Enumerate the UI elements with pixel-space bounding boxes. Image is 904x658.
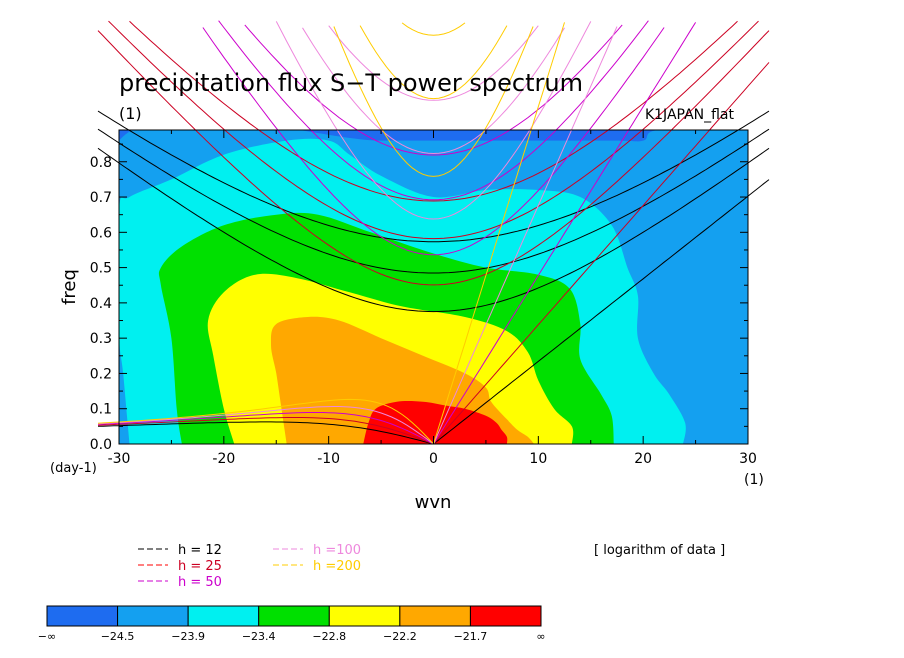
contour-fill-layer <box>119 130 748 444</box>
y-tick-label: 0.5 <box>90 261 112 277</box>
x-tick-label: -30 <box>108 451 131 467</box>
dispersion-curve-layer <box>97 20 770 445</box>
dispersion-h200-rossby <box>97 398 434 445</box>
dispersion-h200-kelvin <box>433 22 565 445</box>
x-tick-label: -20 <box>212 451 235 467</box>
y-tick-label: 0.6 <box>90 225 112 241</box>
legend-label-h50: h = 50 <box>178 575 222 590</box>
dispersion-h12-ig2 <box>97 128 770 274</box>
colorbar-swatch <box>258 605 330 627</box>
dispersion-h100-kelvin <box>433 26 618 445</box>
dispersion-h25-ig1 <box>97 30 770 286</box>
dispersion-h25-ig3 <box>129 20 738 202</box>
x-tick-label: 0 <box>429 451 438 467</box>
colorbar-label: −22.2 <box>383 630 417 643</box>
legend-label-h100: h =100 <box>313 543 361 558</box>
colorbar-label: −23.4 <box>242 630 276 643</box>
dispersion-h25-rossby <box>97 417 434 445</box>
y-tick-label: 0.4 <box>90 296 112 312</box>
dispersion-h25-kelvin <box>433 62 770 445</box>
axes-layer: -30 -20 -10 0 10 20 30 0.0 0.1 0.2 0.3 0.4 0.5 0.6 0.7… <box>90 130 757 467</box>
chart-subtitle-right: K1JAPAN_flat <box>645 107 735 123</box>
dispersion-h12-ig3 <box>97 110 770 243</box>
x-axis-unit: (1) <box>744 472 764 488</box>
colorbar-label: −22.8 <box>312 630 346 643</box>
dispersion-h100-ig2 <box>302 27 565 155</box>
dispersion-h200-ig1 <box>333 26 534 177</box>
log-note: [ logarithm of data ] <box>594 543 725 558</box>
x-tick-label: 30 <box>739 451 757 467</box>
colorbar: −∞ −24.5 −23.9 −23.4 −22.8 −22.2 −21.7 ∞ <box>38 605 546 643</box>
y-tick-label: 0.8 <box>90 155 112 171</box>
dispersion-h100-rossby <box>97 406 434 445</box>
dispersion-h12-ig1 <box>97 147 770 313</box>
legend-label-h25: h = 25 <box>178 559 222 574</box>
colorbar-swatch <box>399 605 471 627</box>
y-tick-label: 0.1 <box>90 402 112 418</box>
chart-subtitle-left: (1) <box>119 104 142 123</box>
colorbar-label: −24.5 <box>101 630 135 643</box>
dispersion-h50-ig3 <box>244 24 623 156</box>
colorbar-label: ∞ <box>536 630 545 643</box>
dispersion-h25-ig2 <box>108 20 759 240</box>
y-tick-label: 0.2 <box>90 366 112 382</box>
dispersion-h50-kelvin <box>433 22 697 445</box>
dispersion-h100-ig3 <box>328 25 539 101</box>
colorbar-swatch <box>469 605 542 627</box>
x-axis-label: wvn <box>415 492 452 513</box>
y-tick-label: 0.3 <box>90 331 112 347</box>
chart-title: precipitation flux S−T power spectrum <box>119 69 583 97</box>
dispersion-h50-rossby <box>97 412 434 445</box>
legend-label-h12: h = 12 <box>178 543 222 558</box>
y-axis-unit: (day-1) <box>50 461 97 476</box>
colorbar-label: −23.9 <box>171 630 205 643</box>
dispersion-h12-rossby <box>97 421 434 445</box>
contour-level-6 <box>363 401 508 444</box>
y-tick-label: 0.0 <box>90 437 112 453</box>
dispersion-h200-ig3 <box>401 22 466 36</box>
dispersion-h50-ig1 <box>202 27 665 256</box>
y-tick-label: 0.7 <box>90 190 112 206</box>
x-tick-label: 10 <box>529 451 547 467</box>
dispersion-h50-ig2 <box>218 20 649 201</box>
colorbar-swatch <box>328 605 401 627</box>
dispersion-h12-kelvin <box>433 179 770 445</box>
colorbar-swatch <box>187 605 260 627</box>
y-axis-label: freq <box>59 269 80 305</box>
x-tick-label: -10 <box>317 451 340 467</box>
colorbar-swatch <box>117 605 189 627</box>
legend-label-h200: h =200 <box>313 559 361 574</box>
dispersion-h100-ig1 <box>275 21 592 220</box>
dispersion-h200-ig2 <box>359 25 508 100</box>
colorbar-label: −∞ <box>38 630 56 643</box>
x-tick-label: 20 <box>634 451 652 467</box>
colorbar-label: −21.7 <box>454 630 488 643</box>
colorbar-swatch <box>46 605 119 627</box>
